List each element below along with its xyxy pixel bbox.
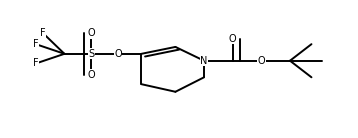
Text: O: O [114,49,122,59]
Text: N: N [200,56,208,66]
Text: O: O [87,28,95,38]
Text: O: O [87,70,95,79]
Text: F: F [33,39,39,49]
Text: S: S [88,49,95,59]
Text: O: O [229,34,237,44]
Text: O: O [257,56,265,66]
Text: F: F [40,28,46,38]
Text: F: F [33,59,39,68]
